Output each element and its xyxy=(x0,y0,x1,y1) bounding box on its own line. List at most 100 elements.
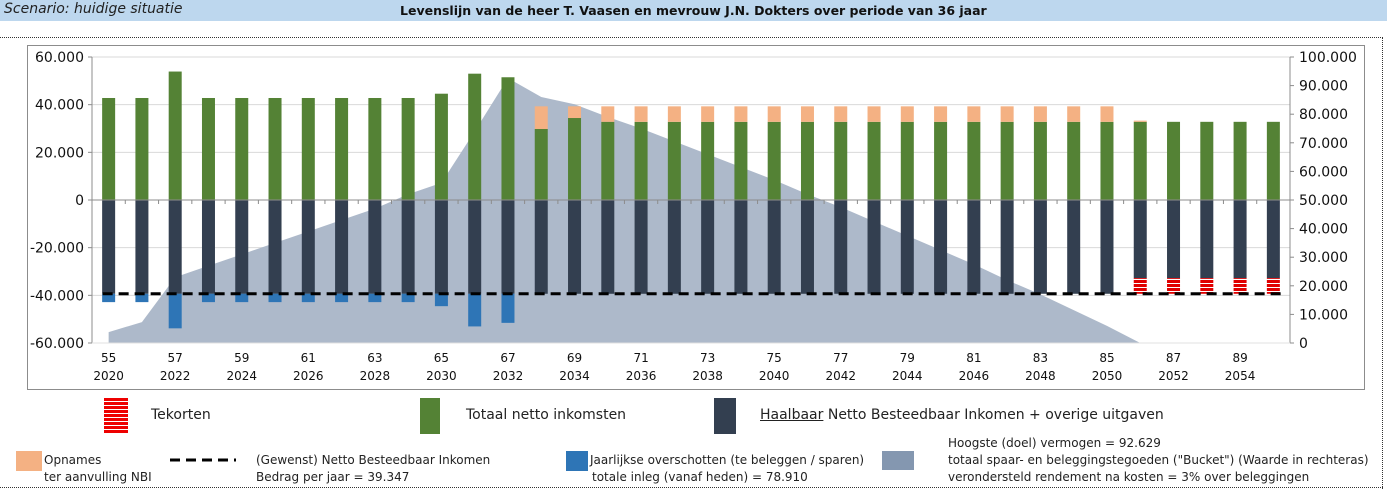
bar-haalbaar xyxy=(867,200,881,294)
bar-overschot xyxy=(235,293,249,303)
x-tick-label-age: 89 xyxy=(1232,351,1247,365)
bar-inkomsten xyxy=(401,97,415,200)
bar-series xyxy=(102,71,1280,329)
x-tick-label-age: 75 xyxy=(767,351,782,365)
bar-haalbaar xyxy=(568,200,582,294)
bar-haalbaar xyxy=(1133,200,1147,279)
bar-inkomsten xyxy=(900,121,914,200)
x-tick-label-year: 2022 xyxy=(160,369,191,383)
bar-tekort xyxy=(1167,278,1181,294)
legend-bucket-label: Hoogste (doel) vermogen = 92.629 totaal … xyxy=(948,435,1369,486)
bar-haalbaar xyxy=(1200,200,1214,279)
bar-opnames xyxy=(900,106,914,122)
left-tick-label: 0 xyxy=(75,193,84,209)
bar-inkomsten xyxy=(634,121,648,200)
x-tick-label-age: 63 xyxy=(367,351,382,365)
x-tick-label-age: 71 xyxy=(633,351,648,365)
bar-haalbaar xyxy=(734,200,748,294)
bar-opnames xyxy=(934,106,948,122)
legend-haalbaar-rest: Netto Besteedbaar Inkomen + overige uitg… xyxy=(823,407,1164,423)
bar-opnames xyxy=(534,106,548,129)
frame-top-border xyxy=(0,37,1383,38)
bar-haalbaar xyxy=(934,200,948,294)
x-tick-label-year: 2032 xyxy=(493,369,524,383)
x-tick-label-year: 2050 xyxy=(1092,369,1123,383)
bar-haalbaar xyxy=(1033,200,1047,294)
legend-nbi-line2: Bedrag per jaar = 39.347 xyxy=(256,470,410,484)
bucket-area xyxy=(108,78,1141,344)
bar-inkomsten xyxy=(301,97,315,200)
bar-haalbaar xyxy=(967,200,981,294)
bar-inkomsten xyxy=(201,97,215,200)
bar-inkomsten xyxy=(434,93,448,200)
bar-haalbaar xyxy=(434,200,448,294)
bar-inkomsten xyxy=(867,121,881,200)
bar-haalbaar xyxy=(201,200,215,294)
left-tick-label: -40.000 xyxy=(30,288,84,304)
bar-opnames xyxy=(1000,106,1014,122)
bar-haalbaar xyxy=(235,200,249,294)
legend-nbi-line1: (Gewenst) Netto Besteedbaar Inkomen xyxy=(256,453,491,467)
bar-haalbaar xyxy=(667,200,681,294)
bar-overschot xyxy=(301,293,315,303)
right-tick-label: 40.000 xyxy=(1299,222,1348,238)
legend-opnames-label: Opnames ter aanvulling NBI xyxy=(44,452,152,486)
x-tick-label-year: 2030 xyxy=(426,369,457,383)
x-tick-label-age: 79 xyxy=(900,351,915,365)
bar-overschot xyxy=(368,293,382,303)
bar-inkomsten xyxy=(800,121,814,200)
bar-inkomsten xyxy=(767,121,781,200)
bar-overschot xyxy=(168,293,182,329)
bar-opnames xyxy=(701,106,715,122)
bar-haalbaar xyxy=(900,200,914,294)
legend-nbi-line-swatch xyxy=(170,458,236,462)
bar-opnames xyxy=(667,106,681,122)
bar-haalbaar xyxy=(1100,200,1114,294)
bar-haalbaar xyxy=(168,200,182,294)
legend-overschot-line1: Jaarlijkse overschotten (te beleggen / s… xyxy=(590,453,865,467)
frame-right-border xyxy=(1382,37,1383,489)
bar-haalbaar xyxy=(1067,200,1081,294)
legend-opnames-line1: Opnames xyxy=(44,453,102,467)
bar-overschot xyxy=(135,293,149,303)
bar-inkomsten xyxy=(501,77,515,200)
bar-opnames xyxy=(834,106,848,122)
right-tick-label: 100.000 xyxy=(1299,50,1357,66)
x-tick-label-age: 87 xyxy=(1166,351,1181,365)
x-tick-label-year: 2044 xyxy=(892,369,923,383)
right-tick-label: 0 xyxy=(1299,336,1308,352)
bar-opnames xyxy=(1033,106,1047,122)
legend-opnames-swatch xyxy=(16,451,42,471)
bar-tekort xyxy=(1133,278,1147,294)
x-tick-label-age: 65 xyxy=(434,351,449,365)
bar-opnames xyxy=(867,106,881,122)
x-tick-label-age: 61 xyxy=(301,351,316,365)
right-tick-label: 30.000 xyxy=(1299,250,1348,266)
legend-nbi-label: (Gewenst) Netto Besteedbaar Inkomen Bedr… xyxy=(256,452,490,486)
bar-inkomsten xyxy=(1000,121,1014,200)
bar-inkomsten xyxy=(1067,121,1081,200)
bar-haalbaar xyxy=(800,200,814,294)
bar-inkomsten xyxy=(1133,121,1147,200)
left-tick-label: 60.000 xyxy=(35,50,84,66)
x-tick-label-year: 2024 xyxy=(226,369,257,383)
x-tick-label-year: 2028 xyxy=(360,369,391,383)
bar-haalbaar xyxy=(1167,200,1181,279)
legend-bucket-line2: totaal spaar- en beleggingstegoeden ("Bu… xyxy=(948,453,1369,467)
bar-haalbaar xyxy=(135,200,149,294)
x-tick-label-year: 2046 xyxy=(959,369,990,383)
legend-inkomsten-label: Totaal netto inkomsten xyxy=(466,407,627,423)
x-tick-label-age: 81 xyxy=(966,351,981,365)
bar-inkomsten xyxy=(335,97,349,200)
right-tick-label: 10.000 xyxy=(1299,307,1348,323)
bar-opnames xyxy=(1100,106,1114,122)
bar-inkomsten xyxy=(701,121,715,200)
legend-overschot-label: Jaarlijkse overschotten (te beleggen / s… xyxy=(590,452,864,486)
x-tick-label-age: 85 xyxy=(1099,351,1114,365)
bar-haalbaar xyxy=(268,200,282,294)
x-tick-label-year: 2034 xyxy=(559,369,590,383)
x-tick-label-year: 2038 xyxy=(692,369,723,383)
x-tick-label-age: 73 xyxy=(700,351,715,365)
x-tick-label-year: 2052 xyxy=(1158,369,1189,383)
bucket-area-series xyxy=(108,78,1141,344)
